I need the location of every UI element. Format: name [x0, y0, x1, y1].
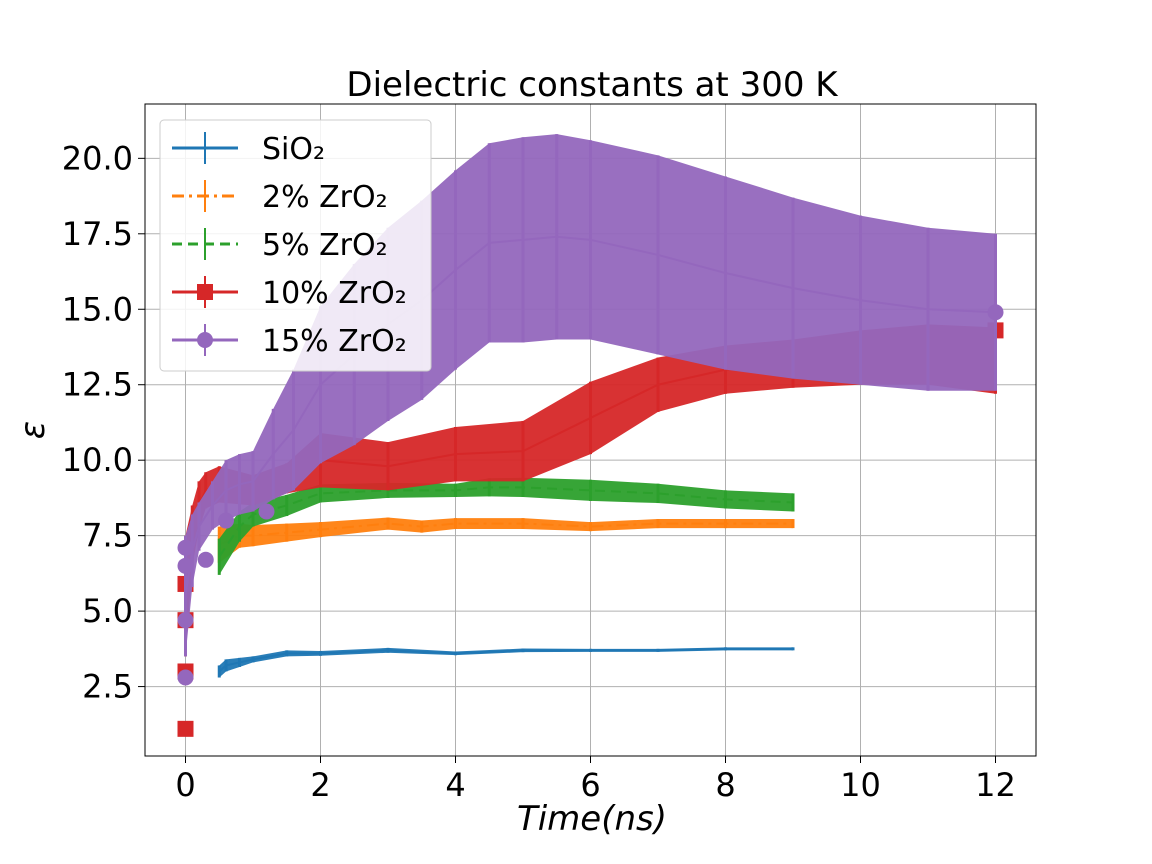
- x-tick-label: 2: [310, 766, 330, 804]
- series-error-band: [219, 517, 793, 563]
- series-marker: [197, 551, 214, 568]
- series-error-band: [219, 647, 793, 678]
- series-line: [218, 522, 793, 546]
- legend-entry-0: SiO₂: [172, 132, 325, 167]
- legend-label: 15% ZrO₂: [262, 324, 407, 359]
- legend-entry-1: 2% ZrO₂: [172, 180, 388, 215]
- y-tick-label: 10.0: [62, 441, 133, 479]
- series-error-band: [219, 477, 793, 575]
- legend-entry-3: 10% ZrO₂: [172, 276, 407, 311]
- x-tick-label: 10: [840, 766, 881, 804]
- y-tick-label: 7.5: [82, 517, 133, 555]
- legend-marker: [197, 284, 213, 300]
- legend-entry-2: 5% ZrO₂: [172, 228, 388, 263]
- y-tick-label: 15.0: [62, 290, 133, 328]
- legend-label: 2% ZrO₂: [262, 180, 388, 215]
- x-tick-label: 12: [975, 766, 1016, 804]
- series-marker: [177, 557, 194, 574]
- legend-label: 10% ZrO₂: [262, 276, 407, 311]
- y-tick-label: 2.5: [82, 668, 133, 706]
- chart-title: Dielectric constants at 300 K: [346, 65, 839, 105]
- legend: SiO₂ 2% ZrO₂ 5% ZrO₂ 10% ZrO₂ 15% ZrO₂: [159, 119, 432, 372]
- y-tick-label: 20.0: [62, 139, 133, 177]
- legend-frame: [159, 119, 432, 372]
- series-marker: [177, 669, 194, 686]
- series-marker: [258, 503, 275, 520]
- series-0: [217, 647, 795, 678]
- legend-label: 5% ZrO₂: [262, 228, 388, 263]
- y-tick-label: 12.5: [62, 366, 133, 404]
- y-axis-label: ε: [13, 421, 53, 439]
- y-tick-label: 17.5: [62, 215, 133, 253]
- series-line: [218, 486, 794, 558]
- y-axis-ticks: 2.5 5.0 7.5 10.0 12.5 15.0 17.5 20.0: [62, 139, 145, 706]
- x-tick-label: 4: [445, 766, 465, 804]
- x-axis-label: Time(ns): [517, 799, 667, 839]
- x-tick-label: 8: [715, 766, 735, 804]
- series-marker: [218, 512, 234, 529]
- series-marker: [987, 304, 1004, 321]
- x-tick-label: 6: [580, 766, 600, 804]
- x-tick-label: 0: [175, 766, 195, 804]
- legend-marker: [197, 332, 213, 348]
- series-marker: [177, 612, 194, 629]
- legend-label: SiO₂: [262, 132, 325, 167]
- series-marker: [177, 720, 194, 737]
- x-axis-ticks: 0 2 4 6 8 10 12: [175, 756, 1016, 804]
- series-line: [218, 647, 793, 673]
- series-2: [217, 477, 795, 575]
- series-marker: [177, 539, 194, 556]
- y-tick-label: 5.0: [82, 592, 133, 630]
- legend-entry-4: 15% ZrO₂: [172, 324, 407, 359]
